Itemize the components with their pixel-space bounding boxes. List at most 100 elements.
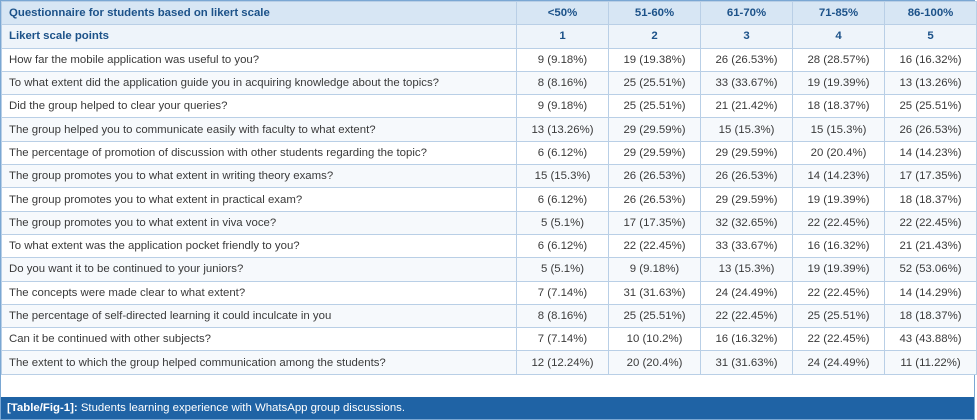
question-cell: The group promotes you to what extent in…	[1, 210, 517, 235]
response-cell: 8 (8.16%)	[516, 70, 609, 96]
response-cell: 10 (10.2%)	[608, 327, 701, 352]
table-caption: [Table/Fig-1]: Students learning experie…	[1, 397, 974, 419]
point-value: 3	[700, 24, 793, 49]
response-cell: 9 (9.18%)	[608, 257, 701, 282]
table-row: To what extent did the application guide…	[1, 70, 977, 96]
header-range: 61-70%	[700, 0, 793, 26]
header-title: Questionnaire for students based on like…	[1, 0, 517, 26]
response-cell: 33 (33.67%)	[700, 233, 793, 259]
table-row: The percentage of promotion of discussio…	[1, 140, 977, 166]
response-cell: 25 (25.51%)	[608, 303, 701, 329]
question-cell: The percentage of self-directed learning…	[1, 303, 517, 329]
response-cell: 16 (16.32%)	[792, 233, 885, 259]
point-value: 5	[884, 24, 977, 49]
response-cell: 25 (25.51%)	[608, 94, 701, 119]
response-cell: 29 (29.59%)	[700, 187, 793, 212]
response-cell: 13 (13.26%)	[884, 70, 977, 96]
response-cell: 12 (12.24%)	[516, 350, 609, 375]
question-cell: The percentage of promotion of discussio…	[1, 140, 517, 166]
question-cell: Did the group helped to clear your queri…	[1, 94, 517, 119]
response-cell: 20 (20.4%)	[792, 140, 885, 166]
question-cell: The concepts were made clear to what ext…	[1, 280, 517, 305]
response-cell: 22 (22.45%)	[884, 210, 977, 235]
table-row: Did the group helped to clear your queri…	[1, 94, 977, 119]
points-row: Likert scale points 1 2 3 4 5	[1, 24, 977, 49]
question-cell: The group promotes you to what extent in…	[1, 187, 517, 212]
response-cell: 15 (15.3%)	[516, 164, 609, 189]
response-cell: 29 (29.59%)	[700, 140, 793, 166]
table-row: The concepts were made clear to what ext…	[1, 280, 977, 305]
question-cell: Do you want it to be continued to your j…	[1, 257, 517, 282]
table-row: Do you want it to be continued to your j…	[1, 257, 977, 282]
response-cell: 17 (17.35%)	[884, 164, 977, 189]
response-cell: 20 (20.4%)	[608, 350, 701, 375]
caption-text: Students learning experience with WhatsA…	[77, 402, 406, 414]
question-cell: The extent to which the group helped com…	[1, 350, 517, 375]
response-cell: 6 (6.12%)	[516, 140, 609, 166]
header-range: 86-100%	[884, 0, 977, 26]
response-cell: 7 (7.14%)	[516, 327, 609, 352]
table-row: To what extent was the application pocke…	[1, 233, 977, 259]
table-row: Can it be continued with other subjects?…	[1, 327, 977, 352]
response-cell: 9 (9.18%)	[516, 94, 609, 119]
point-value: 2	[608, 24, 701, 49]
point-value: 1	[516, 24, 609, 49]
table-row: The group promotes you to what extent in…	[1, 210, 977, 235]
question-cell: The group helped you to communicate easi…	[1, 117, 517, 142]
response-cell: 19 (19.39%)	[792, 187, 885, 212]
response-cell: 25 (25.51%)	[608, 70, 701, 96]
points-label: Likert scale points	[1, 24, 517, 49]
table-body: How far the mobile application was usefu…	[1, 47, 977, 375]
response-cell: 14 (14.23%)	[792, 164, 885, 189]
response-cell: 24 (24.49%)	[700, 280, 793, 305]
table-row: The group helped you to communicate easi…	[1, 117, 977, 142]
response-cell: 52 (53.06%)	[884, 257, 977, 282]
response-cell: 15 (15.3%)	[700, 117, 793, 142]
response-cell: 18 (18.37%)	[792, 94, 885, 119]
response-cell: 21 (21.43%)	[884, 233, 977, 259]
likert-table: Questionnaire for students based on like…	[1, 0, 977, 375]
response-cell: 9 (9.18%)	[516, 47, 609, 72]
response-cell: 5 (5.1%)	[516, 210, 609, 235]
response-cell: 25 (25.51%)	[884, 94, 977, 119]
response-cell: 13 (13.26%)	[516, 117, 609, 142]
response-cell: 26 (26.53%)	[884, 117, 977, 142]
header-range: <50%	[516, 0, 609, 26]
response-cell: 18 (18.37%)	[884, 303, 977, 329]
response-cell: 31 (31.63%)	[700, 350, 793, 375]
response-cell: 24 (24.49%)	[792, 350, 885, 375]
caption-label: [Table/Fig-1]:	[7, 402, 78, 414]
response-cell: 7 (7.14%)	[516, 280, 609, 305]
response-cell: 26 (26.53%)	[608, 164, 701, 189]
response-cell: 22 (22.45%)	[792, 327, 885, 352]
response-cell: 6 (6.12%)	[516, 233, 609, 259]
table-row: The group promotes you to what extent in…	[1, 187, 977, 212]
response-cell: 26 (26.53%)	[608, 187, 701, 212]
response-cell: 22 (22.45%)	[700, 303, 793, 329]
response-cell: 18 (18.37%)	[884, 187, 977, 212]
question-cell: The group promotes you to what extent in…	[1, 164, 517, 189]
table-row: The group promotes you to what extent in…	[1, 164, 977, 189]
response-cell: 19 (19.39%)	[792, 70, 885, 96]
response-cell: 22 (22.45%)	[792, 210, 885, 235]
point-value: 4	[792, 24, 885, 49]
response-cell: 14 (14.23%)	[884, 140, 977, 166]
question-cell: How far the mobile application was usefu…	[1, 47, 517, 72]
response-cell: 8 (8.16%)	[516, 303, 609, 329]
header-row: Questionnaire for students based on like…	[1, 0, 977, 26]
response-cell: 16 (16.32%)	[700, 327, 793, 352]
question-cell: To what extent was the application pocke…	[1, 233, 517, 259]
table-row: How far the mobile application was usefu…	[1, 47, 977, 72]
response-cell: 19 (19.38%)	[608, 47, 701, 72]
response-cell: 22 (22.45%)	[608, 233, 701, 259]
response-cell: 17 (17.35%)	[608, 210, 701, 235]
header-range: 71-85%	[792, 0, 885, 26]
response-cell: 29 (29.59%)	[608, 140, 701, 166]
response-cell: 26 (26.53%)	[700, 47, 793, 72]
question-cell: Can it be continued with other subjects?	[1, 327, 517, 352]
response-cell: 25 (25.51%)	[792, 303, 885, 329]
response-cell: 22 (22.45%)	[792, 280, 885, 305]
response-cell: 19 (19.39%)	[792, 257, 885, 282]
table-row: The percentage of self-directed learning…	[1, 303, 977, 329]
